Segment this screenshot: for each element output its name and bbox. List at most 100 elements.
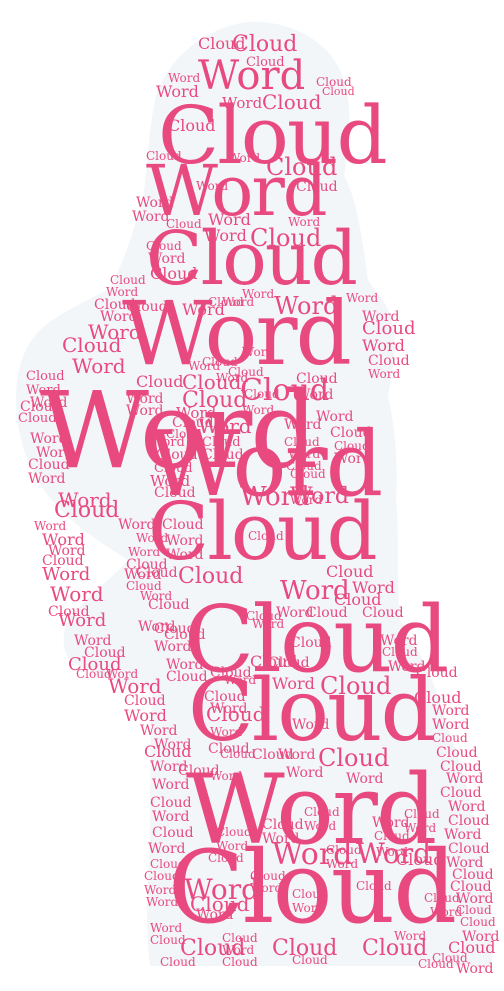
word-word: Word <box>288 447 321 461</box>
word-word: Word <box>432 703 470 719</box>
word-word: Word <box>462 929 500 945</box>
word-word: Word <box>108 674 162 698</box>
word-cloud: Cloud <box>182 388 248 413</box>
word-cloud: Cloud <box>220 747 256 761</box>
word-cloud: Cloud <box>362 605 404 621</box>
word-word: Word <box>456 891 494 907</box>
word-cloud: Cloud <box>154 621 196 637</box>
word-cloud: Cloud <box>356 879 392 893</box>
word-word: Word <box>74 633 112 649</box>
word-word: Word <box>156 82 199 101</box>
word-cloud: Cloud <box>28 457 70 473</box>
word-cloud: Cloud <box>160 955 196 969</box>
word-word: Word <box>222 295 255 309</box>
word-cloud: Cloud <box>284 435 320 449</box>
word-cloud: Cloud <box>322 85 355 98</box>
word-cloud: Cloud <box>148 597 190 613</box>
word-cloud: Cloud <box>374 829 410 843</box>
word-word: Word <box>30 431 68 447</box>
word-word: Word <box>242 345 275 359</box>
word-word: Word <box>30 395 68 411</box>
word-word: Word <box>150 921 183 935</box>
word-cloud: Cloud <box>326 562 374 581</box>
word-word: Word <box>278 747 316 763</box>
word-word: Word <box>380 633 418 649</box>
word-word: Word <box>182 300 225 319</box>
word-cloud: Cloud <box>166 669 208 685</box>
word-word: Word <box>456 961 494 977</box>
word-cloud: Cloud <box>306 605 348 621</box>
word-word: Word <box>132 209 170 225</box>
word-word: Word <box>346 771 384 787</box>
word-cloud: Cloud <box>296 179 338 195</box>
word-cloud: Cloud <box>172 415 214 431</box>
word-word: Word <box>304 819 337 833</box>
word-cloud: Cloud <box>240 373 330 408</box>
word-word: Word <box>228 151 261 165</box>
word-cloud: Cloud <box>432 951 468 965</box>
word-cloud: Cloud <box>166 427 202 441</box>
word-cloud: Cloud <box>318 744 390 772</box>
word-cloud: Cloud <box>158 89 388 182</box>
word-cloud: Cloud <box>136 565 178 581</box>
word-cloud: Cloud <box>316 75 352 89</box>
word-word: Word <box>100 309 138 325</box>
word-word: Word <box>356 837 432 870</box>
word-cloud: Cloud <box>126 299 168 315</box>
word-cloud: Cloud <box>262 90 322 114</box>
word-word: Word <box>446 855 484 871</box>
word-word: Word <box>186 754 437 866</box>
word-word: Word <box>154 737 192 753</box>
word-cloud: Cloud <box>382 645 418 659</box>
word-cloud: Cloud <box>414 688 462 707</box>
word-cloud: Cloud <box>154 485 196 501</box>
word-cloud: Cloud <box>150 933 186 947</box>
word-cloud: Cloud <box>166 217 202 231</box>
word-cloud: Cloud <box>150 795 192 811</box>
word-word: Word <box>136 531 169 545</box>
word-cloud: Cloud <box>144 869 180 883</box>
word-cloud: Cloud <box>440 759 482 775</box>
word-cloud: Cloud <box>42 553 84 569</box>
word-cloud: Cloud <box>156 447 198 463</box>
word-cloud: Cloud <box>222 931 258 945</box>
word-cloud: Cloud <box>330 425 372 441</box>
word-cloud: Cloud <box>148 485 378 578</box>
word-word: Word <box>210 701 248 717</box>
word-word: Word <box>346 291 379 305</box>
word-word: Word <box>290 484 349 509</box>
word-cloud: Cloud <box>228 365 264 379</box>
word-word: Word <box>284 417 322 433</box>
word-word: Word <box>152 777 190 793</box>
word-cloud: Cloud <box>126 579 162 593</box>
word-cloud: Cloud <box>54 498 120 523</box>
word-cloud: Cloud <box>184 586 449 693</box>
word-word: Word <box>288 215 321 229</box>
word-cloud: Cloud <box>178 564 244 589</box>
word-cloud: Cloud <box>26 369 65 384</box>
word-cloud: Cloud <box>146 149 182 163</box>
word-word: Word <box>126 391 164 407</box>
word-word: Word <box>36 445 74 461</box>
word-cloud: Cloud <box>202 355 238 369</box>
word-word: Word <box>166 533 204 549</box>
word-cloud: Cloud <box>334 590 382 609</box>
word-word: Word <box>292 717 330 733</box>
word-word: Word <box>276 605 314 621</box>
word-cloud: Cloud <box>164 627 206 643</box>
word-cloud: Cloud <box>362 936 428 961</box>
word-cloud: Cloud <box>450 879 492 895</box>
word-word: Word <box>184 873 260 906</box>
word-word: Word <box>204 226 247 245</box>
word-word: Word <box>152 809 190 825</box>
word-word: Word <box>216 839 249 853</box>
word-word: Word <box>394 929 427 943</box>
word-word: Word <box>272 837 353 872</box>
word-cloud: Cloud <box>180 936 246 961</box>
word-cloud: Cloud <box>292 887 328 901</box>
word-cloud: Cloud <box>448 938 496 957</box>
word-cloud: Cloud <box>268 655 310 671</box>
word-cloud: Cloud <box>62 333 122 357</box>
word-word: Word <box>28 471 66 487</box>
word-cloud: Cloud <box>368 353 410 369</box>
